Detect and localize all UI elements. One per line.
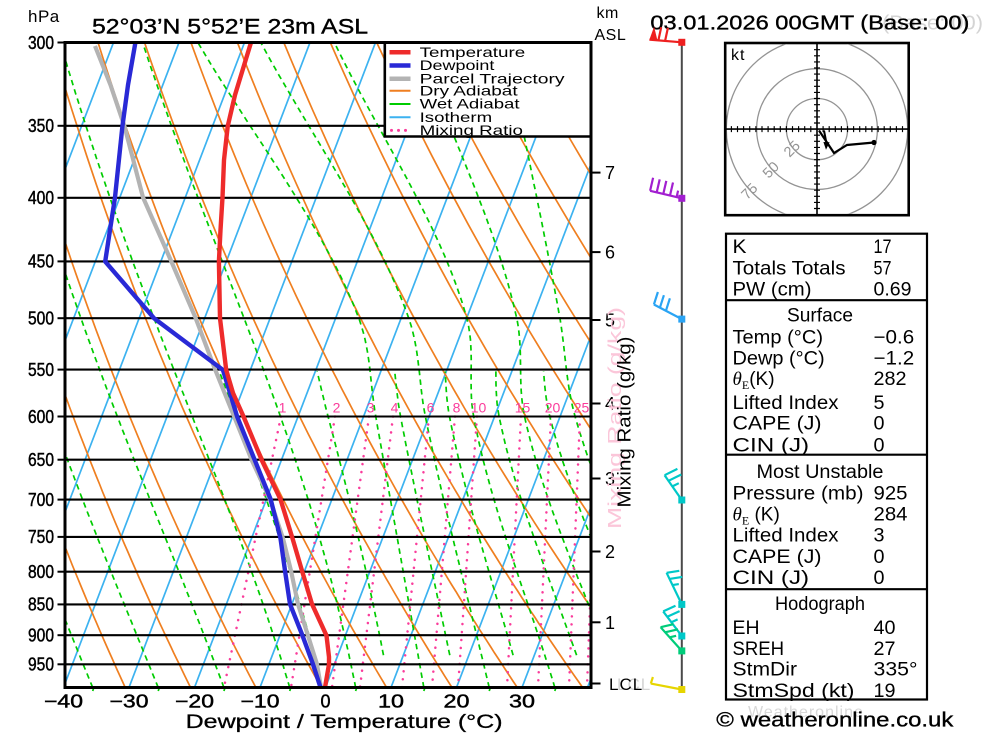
svg-text:Lifted Index: Lifted Index [733,526,840,547]
svg-text:0.69: 0.69 [874,280,912,301]
svg-text:10: 10 [378,691,404,712]
svg-text:284: 284 [874,505,908,526]
svg-text:Dewpoint / Temperature (°C): Dewpoint / Temperature (°C) [186,711,503,733]
svg-text:3: 3 [367,400,375,416]
svg-text:−30: −30 [110,691,149,712]
svg-text:1: 1 [279,400,287,416]
svg-text:0: 0 [321,691,331,712]
svg-text:900: 900 [28,626,54,646]
svg-text:Totals Totals: Totals Totals [733,259,846,280]
svg-text:PW (cm): PW (cm) [733,280,812,301]
svg-text:6: 6 [605,243,615,263]
svg-text:θE (K): θE (K) [733,505,780,528]
svg-text:3: 3 [605,469,615,489]
svg-text:Surface: Surface [787,305,853,326]
svg-text:5: 5 [605,311,615,331]
svg-text:Dewpoint: Dewpoint [420,58,495,73]
svg-text:57: 57 [874,259,892,280]
svg-text:EH: EH [733,618,760,639]
svg-text:0: 0 [874,568,885,589]
svg-text:K: K [733,237,747,258]
svg-text:CAPE (J): CAPE (J) [733,414,822,435]
svg-text:Dry Adiabat: Dry Adiabat [420,83,518,98]
svg-text:Mixing Ratio (g/kg): Mixing Ratio (g/kg) [614,337,635,508]
svg-text:StmSpd (kt): StmSpd (kt) [733,681,855,702]
svg-text:950: 950 [28,655,54,675]
svg-text:Temp (°C): Temp (°C) [733,327,824,348]
svg-text:700: 700 [28,490,54,510]
svg-text:750: 750 [28,527,54,547]
svg-text:850: 850 [28,595,54,615]
svg-text:0: 0 [874,435,885,456]
svg-text:335°: 335° [874,659,918,680]
svg-text:Weatheronline: Weatheronline [748,704,864,721]
svg-text:0: 0 [874,414,885,435]
svg-text:650: 650 [28,450,54,470]
svg-text:282: 282 [874,369,907,390]
svg-text:25: 25 [574,400,590,416]
svg-text:400: 400 [28,188,54,208]
svg-text:40: 40 [874,618,896,639]
svg-text:(Base: 00): (Base: 00) [882,13,983,35]
svg-text:8: 8 [453,400,461,416]
svg-text:Mixing Ratio: Mixing Ratio [420,123,524,138]
svg-text:hPa: hPa [28,7,60,26]
svg-text:© weatheronline.co.uk: © weatheronline.co.uk [716,710,954,732]
svg-text:LCL: LCL [609,675,643,694]
svg-text:20: 20 [545,400,561,416]
svg-text:1: 1 [605,613,615,633]
svg-text:4: 4 [605,394,615,414]
svg-text:350: 350 [28,116,54,136]
svg-text:θE(K): θE(K) [733,369,775,392]
svg-text:500: 500 [28,309,54,329]
svg-text:CIN (J): CIN (J) [733,568,810,589]
svg-text:10: 10 [471,400,487,416]
svg-text:52°03’N 5°52’E 23m ASL: 52°03’N 5°52’E 23m ASL [92,15,368,39]
svg-text:7: 7 [605,163,615,183]
svg-text:15: 15 [515,400,531,416]
svg-text:Lifted Index: Lifted Index [733,393,840,414]
svg-text:20: 20 [444,691,470,712]
svg-text:−1.2: −1.2 [874,348,915,369]
svg-text:300: 300 [28,33,54,53]
svg-text:kt: kt [731,47,745,64]
svg-text:450: 450 [28,252,54,272]
svg-text:Isotherm: Isotherm [420,110,493,125]
svg-text:−20: −20 [175,691,214,712]
svg-text:StmDir: StmDir [733,659,798,680]
svg-text:Most Unstable: Most Unstable [757,462,884,483]
svg-text:Temperature: Temperature [420,45,526,60]
svg-text:925: 925 [874,484,908,505]
svg-text:Hodograph: Hodograph [775,594,865,615]
svg-text:km: km [597,5,619,22]
svg-text:CIN (J): CIN (J) [733,435,810,456]
svg-text:2: 2 [333,400,341,416]
svg-text:600: 600 [28,407,54,427]
svg-text:Pressure (mb): Pressure (mb) [733,484,864,505]
svg-text:SREH: SREH [733,639,785,660]
svg-text:Parcel Trajectory: Parcel Trajectory [420,71,565,86]
svg-text:Mixing Ratio (g/kg): Mixing Ratio (g/kg) [604,307,625,529]
svg-text:0: 0 [874,547,885,568]
svg-text:ASL: ASL [595,27,627,44]
svg-text:−40: −40 [44,691,83,712]
svg-text:Wet Adiabat: Wet Adiabat [420,97,520,112]
svg-text:−10: −10 [241,691,280,712]
svg-text:4: 4 [391,400,399,416]
svg-text:27: 27 [874,639,896,660]
svg-text:03.01.2026 00GMT (Base: 00): 03.01.2026 00GMT (Base: 00) [650,13,969,35]
svg-text:800: 800 [28,562,54,582]
svg-text:2: 2 [605,542,615,562]
svg-text:550: 550 [28,360,54,380]
svg-text:6: 6 [427,400,435,416]
svg-text:19: 19 [874,681,896,702]
svg-text:−0.6: −0.6 [874,327,915,348]
svg-text:5: 5 [874,393,885,414]
svg-text:3: 3 [874,526,885,547]
svg-text:17: 17 [874,237,892,258]
svg-text:CAPE (J): CAPE (J) [733,547,822,568]
svg-text:LCL: LCL [617,675,651,694]
svg-text:Dewp (°C): Dewp (°C) [733,348,825,369]
svg-text:30: 30 [509,691,535,712]
